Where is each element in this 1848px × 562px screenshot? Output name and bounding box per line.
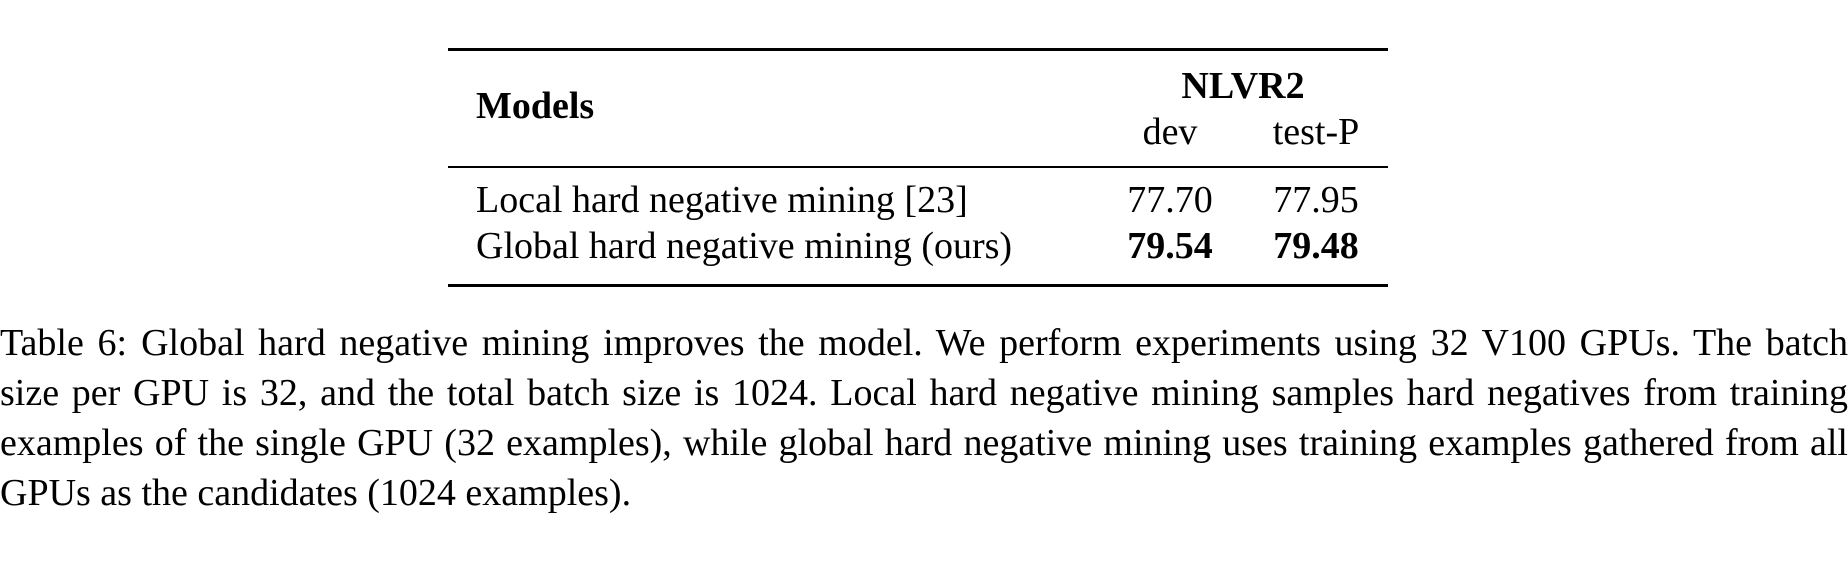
- caption-label: Table 6:: [0, 322, 128, 364]
- row-global-model: Global hard negative mining (ours): [476, 225, 1013, 267]
- table-top-rule: [448, 48, 1388, 51]
- row-local-dev: 77.70: [1127, 179, 1213, 221]
- header-test-p: test-P: [1272, 111, 1360, 153]
- caption-text: Global hard negative mining improves the…: [0, 322, 1848, 514]
- header-group-nlvr2: NLVR2: [1181, 65, 1305, 107]
- table-mid-rule: [448, 166, 1388, 168]
- table-bottom-rule: [448, 284, 1388, 287]
- table-caption: Table 6: Global hard negative mining impr…: [0, 318, 1848, 518]
- row-local-test-p: 77.95: [1273, 179, 1359, 221]
- row-local-model: Local hard negative mining [23]: [476, 179, 968, 221]
- row-global-dev: 79.54: [1127, 225, 1213, 267]
- row-global-test-p: 79.48: [1273, 225, 1359, 267]
- header-models: Models: [476, 85, 595, 127]
- header-dev: dev: [1142, 111, 1198, 153]
